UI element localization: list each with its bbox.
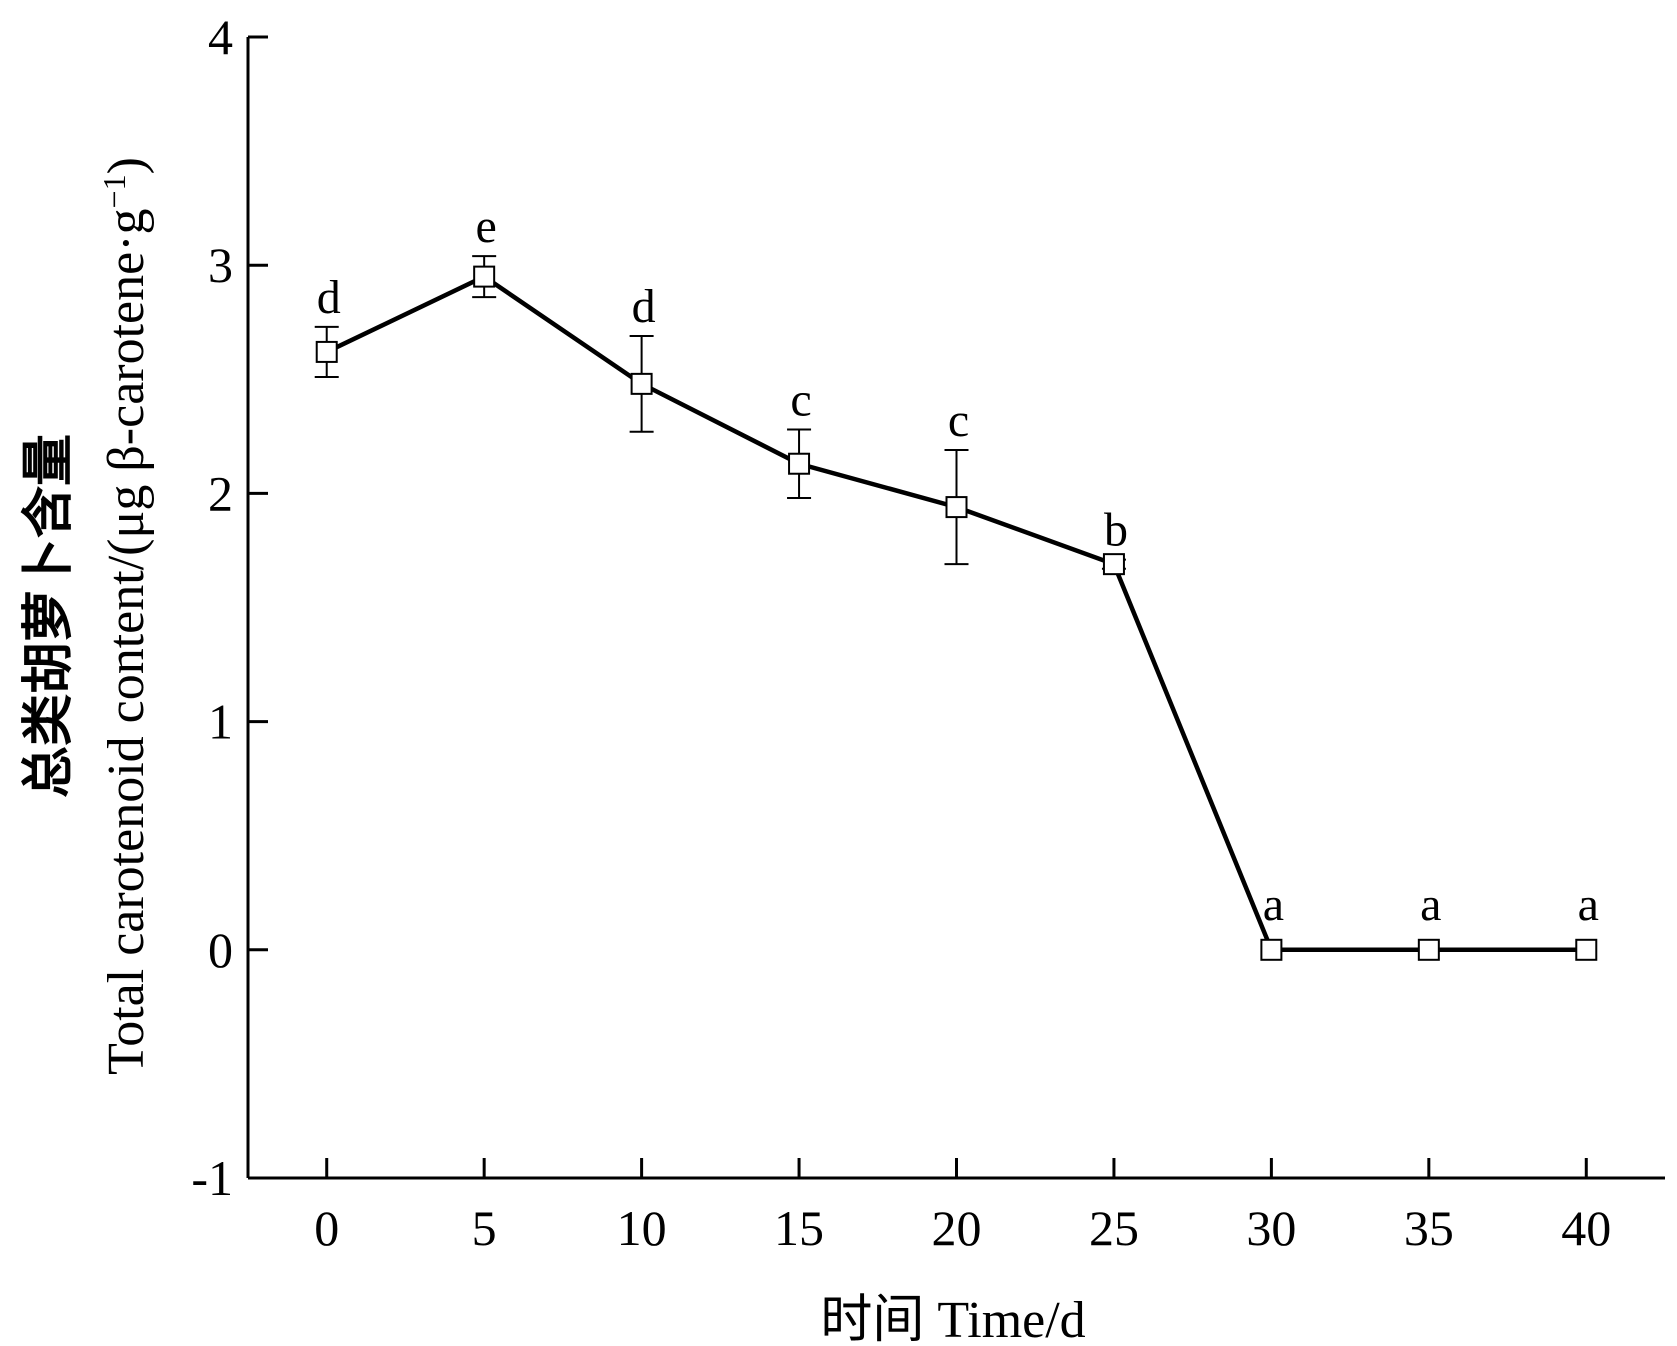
- significance-label: c: [790, 374, 811, 427]
- y-axis-title-en-sup: −1: [96, 174, 132, 208]
- data-point-marker: [1260, 938, 1283, 961]
- series-line: [325, 274, 1587, 953]
- y-tick-label: 1: [208, 694, 233, 750]
- significance-label: d: [632, 280, 656, 333]
- x-tick-label: 25: [1089, 1200, 1139, 1256]
- significance-label: a: [1420, 878, 1441, 931]
- data-point-marker: [1575, 938, 1598, 961]
- significance-label: e: [476, 200, 497, 253]
- y-tick-label: -1: [191, 1150, 233, 1206]
- axes: [246, 37, 1665, 1180]
- y-axis-title-cn: 总类胡萝卜含量: [19, 434, 79, 798]
- x-tick-label: 35: [1404, 1200, 1454, 1256]
- y-axis-title-en-close: ): [98, 157, 155, 174]
- data-point-marker: [788, 452, 811, 475]
- x-tick-label: 30: [1246, 1200, 1296, 1256]
- significance-label: a: [1578, 878, 1599, 931]
- significance-label: d: [317, 271, 341, 324]
- x-axis-title: 时间 Time/d: [820, 1292, 1085, 1346]
- data-point-marker: [473, 265, 496, 288]
- x-tick-label: 0: [314, 1200, 339, 1256]
- data-series: d e d c c b a a a: [314, 200, 1599, 961]
- y-axis-title-en-main: Total carotenoid content/(μg β-carotene·…: [98, 208, 155, 1074]
- y-axis-title-en: Total carotenoid content/(μg β-carotene·…: [96, 157, 155, 1075]
- y-tick-label: 4: [208, 9, 233, 65]
- data-point-marker: [630, 372, 653, 395]
- x-tick-label: 15: [774, 1200, 824, 1256]
- significance-label: c: [948, 394, 969, 447]
- x-tick-label: 20: [932, 1200, 982, 1256]
- y-tick-label: 0: [208, 922, 233, 978]
- data-point-marker: [945, 496, 968, 519]
- significance-label: a: [1263, 878, 1284, 931]
- x-tick-label: 40: [1561, 1200, 1611, 1256]
- x-tick-label: 10: [617, 1200, 667, 1256]
- x-tick-label: 5: [472, 1200, 497, 1256]
- y-tick-label: 2: [208, 465, 233, 521]
- data-point-marker: [315, 340, 338, 363]
- data-point-marker: [1102, 553, 1125, 576]
- significance-label: b: [1104, 504, 1128, 557]
- y-tick-label: 3: [208, 237, 233, 293]
- data-point-marker: [1417, 938, 1440, 961]
